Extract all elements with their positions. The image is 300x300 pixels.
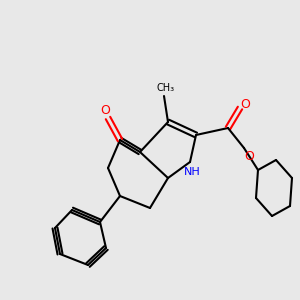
Text: O: O: [240, 98, 250, 110]
Text: NH: NH: [184, 167, 200, 177]
Text: O: O: [100, 103, 110, 116]
Text: CH₃: CH₃: [157, 83, 175, 93]
Text: O: O: [244, 149, 254, 163]
